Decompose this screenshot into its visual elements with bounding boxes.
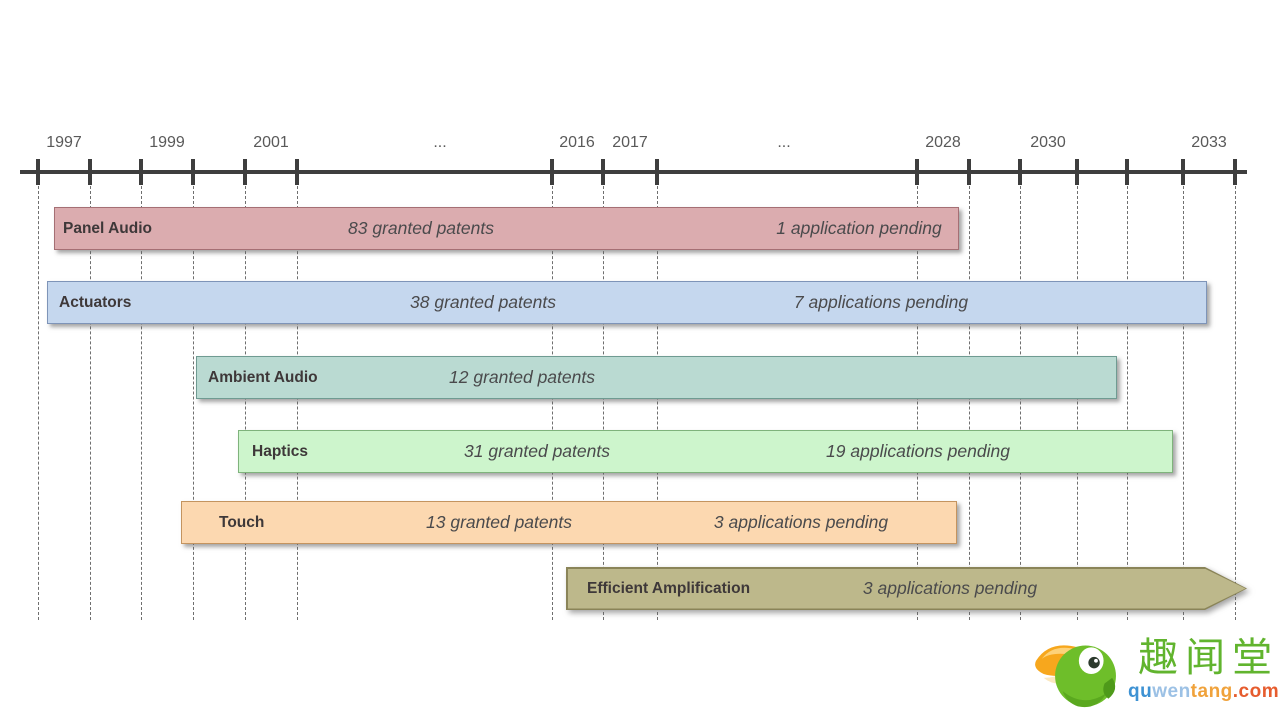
gridline: [657, 186, 658, 620]
bar-efficient-amplification-fill: [568, 569, 1246, 609]
gridline: [141, 186, 142, 620]
bar-label: Haptics: [252, 442, 308, 460]
gridline: [552, 186, 553, 620]
bar-haptics: Haptics 31 granted patents 19 applications…: [238, 430, 1173, 473]
year-label: 2001: [253, 134, 289, 151]
gridline: [917, 186, 918, 620]
bar-label: Panel Audio: [63, 219, 152, 237]
bar-panel-audio: Panel Audio 83 granted patents 1 applicati…: [54, 207, 959, 250]
axis-tick: [1181, 159, 1185, 185]
gridline: [1183, 186, 1184, 620]
gridline: [38, 186, 39, 620]
bar-label: Efficient Amplification: [587, 579, 751, 597]
year-label: 1999: [149, 134, 185, 151]
axis-tick: [550, 159, 554, 185]
gridline: [1127, 186, 1128, 620]
axis-tick: [915, 159, 919, 185]
watermark-url: quwentang.com: [1128, 682, 1279, 701]
year-label: 1997: [46, 134, 82, 151]
year-label: 2017: [612, 134, 648, 151]
parrot-logo-icon: [1035, 645, 1116, 708]
gridline: [1077, 186, 1078, 620]
gridline: [1235, 186, 1236, 620]
gridline: [1020, 186, 1021, 620]
watermark-url-segment: qu: [1128, 681, 1153, 702]
year-label: 2033: [1191, 134, 1227, 151]
axis-tick: [1075, 159, 1079, 185]
granted-patents-count: 13 granted patents: [426, 512, 572, 532]
axis-tick: [191, 159, 195, 185]
axis-tick: [967, 159, 971, 185]
axis-tick: [1233, 159, 1237, 185]
watermark-url-segment: .com: [1232, 681, 1280, 702]
gridline: [245, 186, 246, 620]
year-label: 2028: [925, 134, 961, 151]
granted-patents-count: 12 granted patents: [449, 367, 595, 387]
axis-tick: [139, 159, 143, 185]
gridline: [603, 186, 604, 620]
gridline: [90, 186, 91, 620]
watermark-site-name: 趣闻堂: [1138, 636, 1280, 680]
year-label: ...: [777, 134, 791, 151]
granted-patents-count: 38 granted patents: [410, 292, 556, 312]
applications-pending-count: 19 applications pending: [826, 441, 1010, 461]
axis-tick: [1018, 159, 1022, 185]
axis-tick: [1125, 159, 1129, 185]
gridline: [969, 186, 970, 620]
axis-tick: [243, 159, 247, 185]
watermark: 趣闻堂 quwentang.com: [1028, 636, 1279, 714]
axis-tick: [601, 159, 605, 185]
gridline: [297, 186, 298, 620]
applications-pending-count: 1 application pending: [776, 218, 942, 238]
year-label: 2030: [1030, 134, 1066, 151]
bar-actuators: Actuators 38 granted patents 7 application…: [47, 281, 1207, 324]
applications-pending-count: 3 applications pending: [713, 512, 889, 532]
applications-pending-count: 3 applications pending: [862, 578, 1038, 598]
bar-label: Actuators: [59, 293, 132, 311]
bar-label: Touch: [219, 513, 265, 531]
bar-touch: Touch 13 granted patents 3 applications pe…: [181, 501, 957, 544]
watermark-url-segment: wen: [1152, 681, 1191, 702]
bar-efficient-amplification: Efficient Amplification 3 applications pe…: [566, 567, 1247, 610]
axis-tick: [655, 159, 659, 185]
axis-line: [20, 170, 1247, 174]
watermark-text: 趣闻堂 quwentang.com: [1128, 636, 1279, 701]
axis-tick: [295, 159, 299, 185]
axis-tick: [36, 159, 40, 185]
axis-tick: [88, 159, 92, 185]
gridline: [193, 186, 194, 620]
bar-ambient-audio: Ambient Audio 12 granted patents: [196, 356, 1117, 399]
year-label: ...: [433, 134, 447, 151]
granted-patents-count: 31 granted patents: [464, 441, 610, 461]
applications-pending-count: 7 applications pending: [793, 292, 969, 312]
granted-patents-count: 83 granted patents: [348, 218, 494, 238]
watermark-url-segment: tang: [1190, 681, 1233, 702]
bar-label: Ambient Audio: [208, 368, 318, 386]
year-label: 2016: [559, 134, 595, 151]
